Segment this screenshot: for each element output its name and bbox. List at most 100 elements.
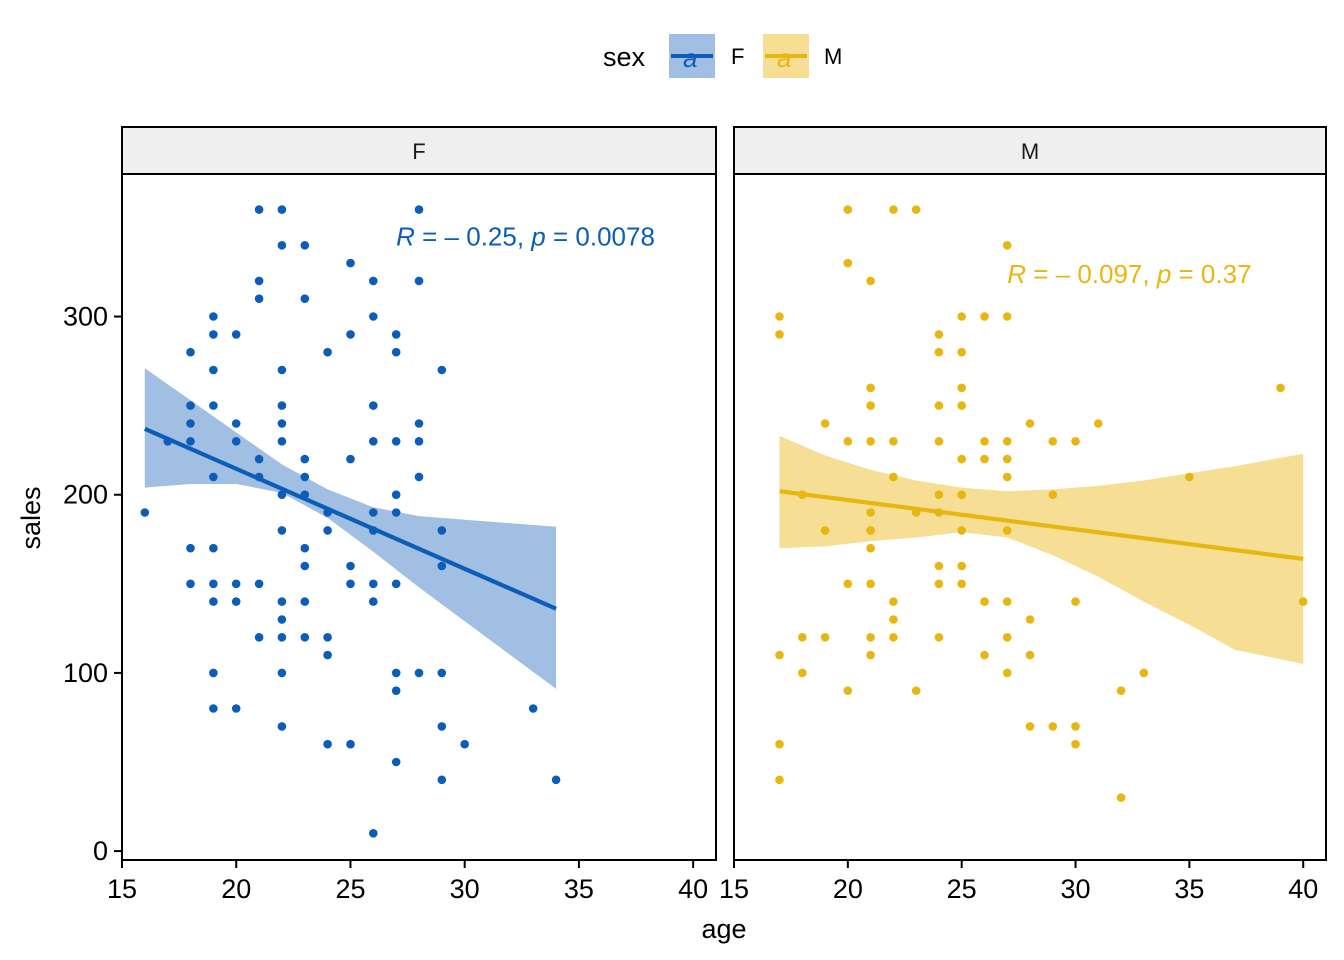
panel-m-stat-p-value: = 0.37 bbox=[1171, 259, 1251, 289]
panel-m-point bbox=[934, 401, 944, 410]
panel-m-point bbox=[866, 650, 875, 660]
panel-m-point bbox=[820, 526, 830, 535]
panel-m-point bbox=[934, 579, 944, 589]
legend-label-f: F bbox=[731, 44, 744, 69]
panel-m-point bbox=[957, 490, 966, 500]
y-tick-label: 100 bbox=[63, 658, 108, 688]
panel-f-point bbox=[300, 472, 310, 482]
panel-m-confidence-band bbox=[779, 435, 1304, 664]
panel-m-point bbox=[911, 205, 921, 214]
panel-f-point bbox=[277, 597, 287, 606]
panel-f-point bbox=[369, 437, 378, 446]
panel-m-point bbox=[1002, 454, 1012, 464]
panel-f-point bbox=[391, 757, 401, 767]
panel-f-point bbox=[346, 561, 355, 571]
panel-f-point bbox=[369, 312, 378, 321]
panel-m-point bbox=[866, 633, 875, 642]
panel-m-point bbox=[911, 686, 921, 695]
panel-m-point bbox=[820, 633, 830, 642]
panel-f-y-axis: 0 100 200 300 bbox=[63, 302, 122, 866]
panel-f-point bbox=[460, 739, 470, 749]
panel-m-point bbox=[1185, 472, 1194, 482]
panel-f-point bbox=[346, 579, 355, 589]
panel-f-point bbox=[277, 241, 287, 250]
panel-f-x-tick-label: 35 bbox=[564, 874, 594, 904]
panel-f-point bbox=[391, 508, 401, 517]
panel-f-point bbox=[346, 330, 355, 339]
panel-f-point bbox=[277, 722, 287, 731]
panel-f-point bbox=[254, 633, 264, 642]
panel-f-point bbox=[369, 276, 378, 286]
panel-f-point bbox=[300, 561, 310, 571]
panel-m-point bbox=[889, 205, 898, 214]
panel-m-point-layer bbox=[775, 205, 1308, 802]
x-axis-title: age bbox=[701, 914, 746, 944]
panel-m-point bbox=[1025, 650, 1035, 660]
panel-f-point bbox=[231, 419, 241, 428]
panel-m-point bbox=[957, 579, 966, 589]
panel-f-point bbox=[186, 437, 195, 446]
legend-label-m: M bbox=[824, 44, 842, 69]
panel-f-band-layer bbox=[144, 368, 557, 689]
panel-f-fit-layer bbox=[144, 426, 557, 611]
panel-f-point bbox=[209, 668, 218, 678]
panel-f-point bbox=[231, 330, 241, 339]
panel-f-point bbox=[391, 686, 401, 695]
panel-m-point bbox=[980, 312, 989, 321]
panel-m-strip: M bbox=[733, 126, 1327, 175]
panel-m-point bbox=[866, 437, 875, 446]
panel-m-x-tick-label: 30 bbox=[1061, 874, 1091, 904]
panel-m-x-tick-label: 20 bbox=[833, 874, 863, 904]
panel-f-point bbox=[346, 258, 355, 268]
panel-m-point bbox=[957, 312, 966, 321]
panel-m-point bbox=[1025, 419, 1035, 428]
panel-f: R = – 0.25, p = 0.0078 15 20 25 30 35 40 0 100… bbox=[63, 173, 717, 904]
panel-f-x-tick-label: 30 bbox=[450, 874, 480, 904]
panel-f-fit-line bbox=[144, 426, 557, 611]
panel-f-point bbox=[209, 579, 218, 589]
panel-f-point bbox=[323, 650, 332, 660]
panel-m-point bbox=[957, 383, 966, 393]
panel-f-point bbox=[437, 668, 447, 678]
panel-f-point bbox=[209, 597, 218, 606]
panel-f-stat-r: R bbox=[396, 221, 415, 251]
panel-f-point bbox=[277, 526, 287, 535]
panel-m-point bbox=[1071, 437, 1080, 446]
panel-m-point bbox=[934, 561, 944, 571]
panel-m-point bbox=[957, 526, 966, 535]
panel-m-strip-box bbox=[733, 126, 1327, 175]
panel-m-point bbox=[866, 526, 875, 535]
y-tick-label: 0 bbox=[93, 836, 108, 866]
panel-f-point bbox=[209, 704, 218, 713]
panel-m-point bbox=[843, 205, 853, 214]
panel-m-point bbox=[934, 490, 944, 500]
panel-f-point bbox=[300, 454, 310, 464]
panel-m-point bbox=[1002, 472, 1012, 482]
panel-f-point bbox=[369, 579, 378, 589]
panel-f-point bbox=[391, 668, 401, 678]
panel-m-point bbox=[1025, 722, 1035, 731]
panel-f-point bbox=[391, 347, 401, 357]
panel-f-point bbox=[254, 454, 264, 464]
panel-m-stat-r-value: = – 0.097, bbox=[1026, 259, 1157, 289]
panel-m-fit-layer bbox=[779, 489, 1304, 561]
panel-m-stat-label: R = – 0.097, p = 0.37 bbox=[1007, 259, 1251, 289]
panel-m-point bbox=[889, 472, 898, 482]
panel-m-point bbox=[1071, 722, 1080, 731]
panel-m-point bbox=[1002, 597, 1012, 606]
panel-m-point bbox=[1116, 793, 1126, 802]
panel-m-stat-p: p bbox=[1156, 259, 1171, 289]
panel-f-point bbox=[391, 490, 401, 500]
panel-f-point bbox=[277, 668, 287, 678]
panel-m-x-tick-label: 35 bbox=[1174, 874, 1204, 904]
panel-f-point bbox=[323, 739, 332, 749]
panel-m-point bbox=[1048, 490, 1058, 500]
panel-f-point bbox=[300, 543, 310, 553]
panel-f-point bbox=[254, 205, 264, 214]
panel-f-point bbox=[414, 205, 424, 214]
panel-f-point bbox=[231, 579, 241, 589]
panel-f-point bbox=[254, 579, 264, 589]
panel-f-x-tick-label: 40 bbox=[678, 874, 708, 904]
panel-m-point bbox=[820, 419, 830, 428]
